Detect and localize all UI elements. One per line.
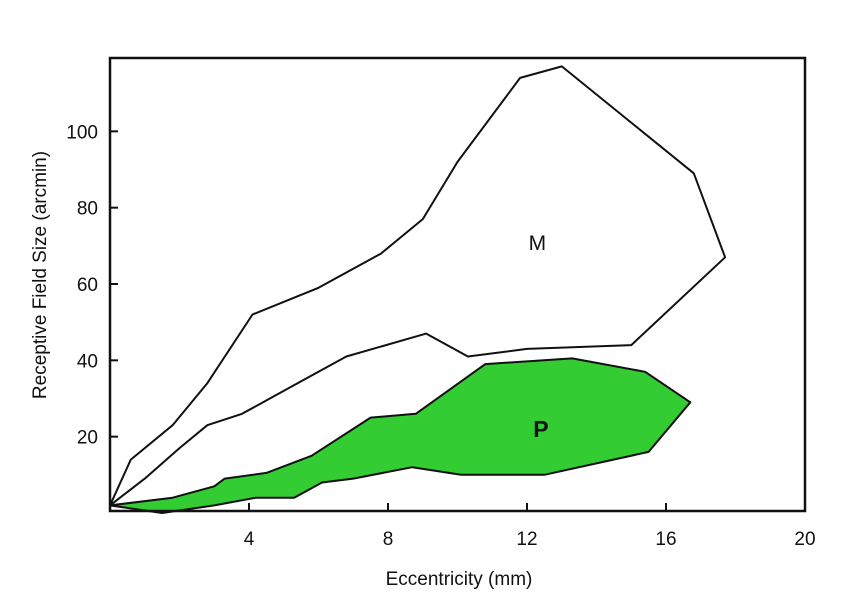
- ticks-layer: 4 8 12 16 20 20 40 60 80 100: [66, 122, 815, 550]
- x-tick-label: 4: [244, 529, 255, 550]
- x-tick-label: 20: [794, 529, 815, 550]
- y-tick-label: 40: [77, 351, 98, 372]
- region-m: [109, 65, 727, 507]
- region-labels-layer: MP: [529, 232, 549, 442]
- region-label-m: M: [529, 232, 547, 255]
- regions-layer: [109, 65, 727, 514]
- y-tick-label: 60: [77, 275, 98, 296]
- y-tick-label: 20: [77, 428, 98, 449]
- y-tick-label: 100: [66, 122, 98, 143]
- y-axis-title: Receptive Field Size (arcmin): [30, 151, 51, 399]
- x-tick-label: 8: [383, 529, 394, 550]
- x-axis-title: Eccentricity (mm): [386, 569, 533, 590]
- region-label-p: P: [533, 416, 548, 442]
- y-tick-label: 80: [77, 199, 98, 220]
- x-tick-label: 16: [655, 529, 676, 550]
- x-tick-label: 12: [516, 529, 537, 550]
- region-p: [109, 357, 692, 514]
